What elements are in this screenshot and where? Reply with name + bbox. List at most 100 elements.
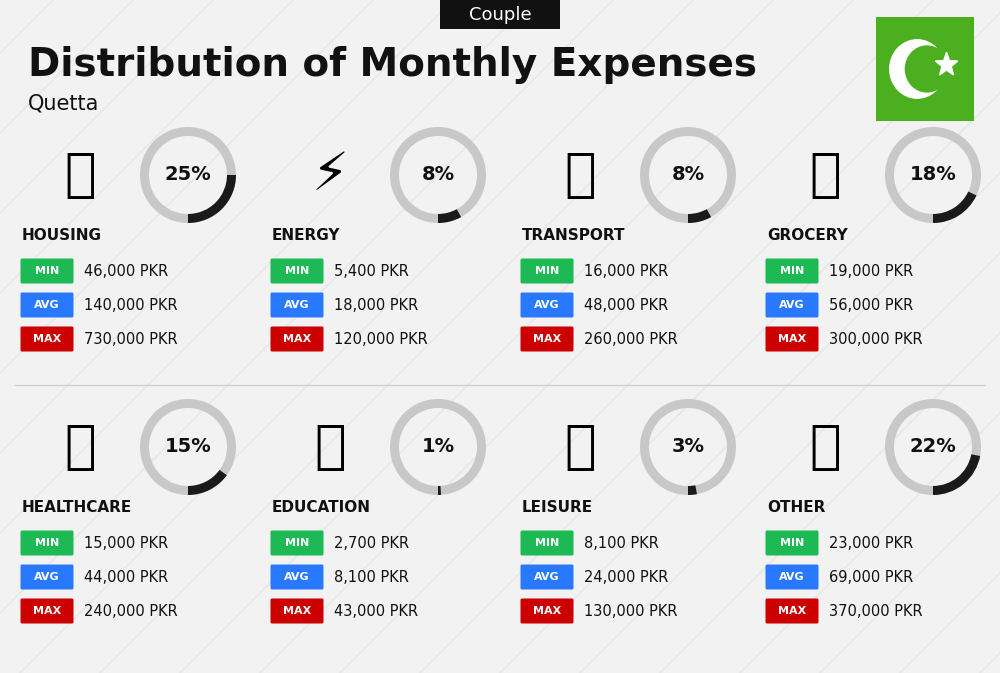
Text: 👜: 👜 xyxy=(809,421,841,473)
Text: 15%: 15% xyxy=(165,437,211,456)
FancyBboxPatch shape xyxy=(20,565,74,590)
Text: MIN: MIN xyxy=(35,266,59,276)
FancyBboxPatch shape xyxy=(270,326,324,351)
Text: MAX: MAX xyxy=(778,606,806,616)
Wedge shape xyxy=(933,454,980,495)
Text: MAX: MAX xyxy=(33,606,61,616)
FancyBboxPatch shape xyxy=(20,326,74,351)
Text: 2,700 PKR: 2,700 PKR xyxy=(334,536,409,551)
FancyBboxPatch shape xyxy=(520,530,574,555)
Wedge shape xyxy=(640,127,736,223)
Text: 8%: 8% xyxy=(421,166,455,184)
Text: 18%: 18% xyxy=(910,166,956,184)
Text: MIN: MIN xyxy=(780,538,804,548)
Text: Distribution of Monthly Expenses: Distribution of Monthly Expenses xyxy=(28,46,757,84)
FancyBboxPatch shape xyxy=(766,326,818,351)
Text: AVG: AVG xyxy=(284,572,310,582)
Wedge shape xyxy=(188,470,227,495)
Text: 300,000 PKR: 300,000 PKR xyxy=(829,332,923,347)
Text: MAX: MAX xyxy=(533,606,561,616)
Text: 44,000 PKR: 44,000 PKR xyxy=(84,569,168,584)
Text: ENERGY: ENERGY xyxy=(272,227,340,242)
Text: 18,000 PKR: 18,000 PKR xyxy=(334,297,418,312)
FancyBboxPatch shape xyxy=(876,17,974,121)
Wedge shape xyxy=(140,399,236,495)
Wedge shape xyxy=(885,399,981,495)
Text: 24,000 PKR: 24,000 PKR xyxy=(584,569,668,584)
Text: 46,000 PKR: 46,000 PKR xyxy=(84,264,168,279)
Text: 8,100 PKR: 8,100 PKR xyxy=(334,569,409,584)
Text: AVG: AVG xyxy=(534,572,560,582)
Text: 5,400 PKR: 5,400 PKR xyxy=(334,264,409,279)
Text: GROCERY: GROCERY xyxy=(767,227,848,242)
Text: 🛒: 🛒 xyxy=(809,149,841,201)
Text: MIN: MIN xyxy=(780,266,804,276)
Wedge shape xyxy=(688,209,711,223)
Text: HEALTHCARE: HEALTHCARE xyxy=(22,499,132,514)
Text: 120,000 PKR: 120,000 PKR xyxy=(334,332,428,347)
Wedge shape xyxy=(933,192,976,223)
Text: 19,000 PKR: 19,000 PKR xyxy=(829,264,913,279)
Text: 730,000 PKR: 730,000 PKR xyxy=(84,332,178,347)
Text: 130,000 PKR: 130,000 PKR xyxy=(584,604,678,618)
Wedge shape xyxy=(438,486,441,495)
Text: AVG: AVG xyxy=(534,300,560,310)
Text: 🏙: 🏙 xyxy=(64,149,96,201)
FancyBboxPatch shape xyxy=(520,565,574,590)
FancyBboxPatch shape xyxy=(20,293,74,318)
Text: EDUCATION: EDUCATION xyxy=(272,499,371,514)
FancyBboxPatch shape xyxy=(520,258,574,283)
Text: MIN: MIN xyxy=(285,266,309,276)
Circle shape xyxy=(905,46,949,92)
Text: MIN: MIN xyxy=(535,266,559,276)
Text: MAX: MAX xyxy=(33,334,61,344)
FancyBboxPatch shape xyxy=(270,598,324,623)
FancyBboxPatch shape xyxy=(270,293,324,318)
FancyBboxPatch shape xyxy=(20,598,74,623)
Wedge shape xyxy=(140,127,236,223)
Wedge shape xyxy=(688,485,697,495)
Text: AVG: AVG xyxy=(779,572,805,582)
FancyBboxPatch shape xyxy=(520,598,574,623)
Wedge shape xyxy=(390,127,486,223)
Polygon shape xyxy=(935,52,958,75)
Text: 370,000 PKR: 370,000 PKR xyxy=(829,604,923,618)
FancyBboxPatch shape xyxy=(270,565,324,590)
Text: 48,000 PKR: 48,000 PKR xyxy=(584,297,668,312)
Wedge shape xyxy=(390,399,486,495)
FancyBboxPatch shape xyxy=(520,293,574,318)
Wedge shape xyxy=(640,399,736,495)
FancyBboxPatch shape xyxy=(766,258,818,283)
Text: 🛍: 🛍 xyxy=(564,421,596,473)
Text: 16,000 PKR: 16,000 PKR xyxy=(584,264,668,279)
Wedge shape xyxy=(438,209,461,223)
Wedge shape xyxy=(188,175,236,223)
FancyBboxPatch shape xyxy=(270,258,324,283)
FancyBboxPatch shape xyxy=(440,0,560,29)
Text: 140,000 PKR: 140,000 PKR xyxy=(84,297,178,312)
FancyBboxPatch shape xyxy=(766,565,818,590)
Text: MAX: MAX xyxy=(283,606,311,616)
Text: ⚡: ⚡ xyxy=(312,149,349,201)
FancyBboxPatch shape xyxy=(766,293,818,318)
Text: 43,000 PKR: 43,000 PKR xyxy=(334,604,418,618)
Text: AVG: AVG xyxy=(779,300,805,310)
Text: HOUSING: HOUSING xyxy=(22,227,102,242)
Text: Couple: Couple xyxy=(469,6,531,24)
Text: 1%: 1% xyxy=(421,437,455,456)
Text: 🎓: 🎓 xyxy=(314,421,346,473)
Text: 56,000 PKR: 56,000 PKR xyxy=(829,297,913,312)
Text: 15,000 PKR: 15,000 PKR xyxy=(84,536,168,551)
FancyBboxPatch shape xyxy=(20,258,74,283)
Text: MIN: MIN xyxy=(35,538,59,548)
Wedge shape xyxy=(885,127,981,223)
Text: 69,000 PKR: 69,000 PKR xyxy=(829,569,913,584)
Text: 260,000 PKR: 260,000 PKR xyxy=(584,332,678,347)
Text: 25%: 25% xyxy=(165,166,211,184)
Text: 8,100 PKR: 8,100 PKR xyxy=(584,536,659,551)
Text: 22%: 22% xyxy=(910,437,956,456)
Text: 🚌: 🚌 xyxy=(564,149,596,201)
Text: MAX: MAX xyxy=(533,334,561,344)
Text: AVG: AVG xyxy=(34,572,60,582)
Text: MAX: MAX xyxy=(778,334,806,344)
